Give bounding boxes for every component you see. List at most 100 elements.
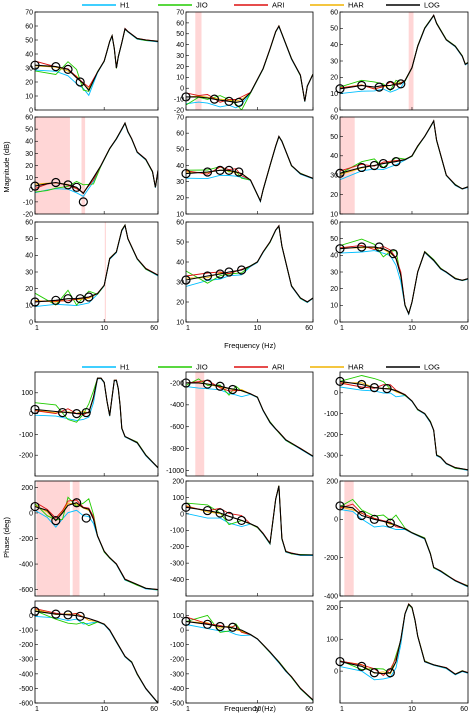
y-tick-label: 70 [176, 114, 184, 121]
series-log [35, 27, 158, 92]
y-tick-label: 0 [180, 86, 184, 93]
magnitude-panel-4: -20 -10 0 10 20 30 40 50 60 [23, 114, 159, 218]
y-tick-label: 200 [326, 605, 338, 612]
marker-2 [51, 609, 61, 619]
y-tick-label: 10 [176, 211, 184, 218]
y-tick-label: -1000 [166, 468, 184, 475]
magnitude-panel-9: 0 10 20 30 40 50 60 1 10 60 [330, 219, 469, 332]
series-har [35, 609, 158, 703]
magnitude-panel-7: 0 10 20 30 40 50 60 1 10 60 [25, 219, 159, 332]
y-tick-label: -10 [174, 97, 184, 104]
y-tick-label: 100 [172, 495, 184, 502]
y-tick-label: 40 [25, 51, 33, 58]
y-tick-label: 20 [330, 75, 338, 82]
axes-frame [185, 11, 314, 111]
axes-frame [339, 116, 469, 215]
marker-2 [51, 177, 61, 188]
series-h1 [340, 386, 468, 471]
series-log [340, 505, 468, 587]
marker-2 [357, 510, 367, 521]
y-tick-label: 20 [330, 192, 338, 199]
legend-label-log: LOG [424, 363, 440, 372]
series-h1 [340, 509, 468, 588]
legend-label-har: HAR [348, 1, 364, 10]
y-tick-label: 10 [330, 211, 338, 218]
series-log [186, 485, 313, 556]
y-tick-label: -100 [19, 628, 33, 635]
legend-1: H1 JIO ARI HAR LOG [82, 363, 440, 372]
series-log [35, 223, 158, 303]
series-har [35, 377, 158, 469]
series-log [186, 224, 313, 303]
marker-2 [202, 271, 213, 281]
y-tick-label: 100 [172, 613, 184, 620]
series-har [186, 224, 313, 303]
marker-2 [202, 505, 213, 516]
axes-frame [185, 116, 314, 215]
y-tick-label: -600 [19, 700, 33, 707]
marker-4 [385, 80, 395, 91]
x-tick-label: 60 [305, 325, 313, 332]
phase-panel-6: -400 -200 0 200 [324, 478, 469, 600]
y-tick-label: -200 [19, 642, 33, 649]
series-log [340, 380, 468, 471]
marker-4 [382, 384, 392, 394]
y-tick-label: 50 [330, 236, 338, 243]
marker-3 [224, 96, 234, 106]
y-tick-label: -100 [170, 642, 184, 649]
x-tick-label: 10 [100, 706, 108, 713]
y-tick-label: 60 [330, 219, 338, 226]
marker-4 [385, 668, 395, 678]
marker-2 [51, 295, 61, 305]
y-tick-label: 50 [176, 239, 184, 246]
series-ari [340, 244, 468, 316]
series-har [35, 224, 158, 303]
y-tick-label: 40 [330, 42, 338, 49]
legend-label-jio: JIO [196, 1, 208, 10]
series-jio [186, 485, 313, 556]
y-tick-label: 40 [25, 139, 33, 146]
y-tick-label: 0 [29, 107, 33, 114]
y-tick-label: -400 [324, 593, 338, 600]
series-log [35, 121, 158, 195]
series-log [35, 610, 158, 703]
y-tick-label: 20 [176, 195, 184, 202]
y-tick-label: 30 [330, 269, 338, 276]
marker-4 [378, 158, 388, 169]
y-tick-label: 0 [29, 510, 33, 517]
series-jio [186, 224, 313, 303]
uncertainty-band-1 [344, 481, 354, 596]
series-h1 [186, 624, 313, 702]
phase-panel-5: -400 -300 -200 -100 0 100 200 [170, 478, 314, 597]
axes-frame [34, 11, 159, 111]
y-tick-label: 0 [334, 390, 338, 397]
y-tick-label: 70 [25, 9, 33, 16]
series-log [340, 246, 468, 316]
y-tick-label: 60 [25, 114, 33, 121]
marker-5 [234, 167, 244, 177]
marker-3 [63, 64, 73, 75]
marker-4 [385, 518, 395, 528]
y-tick-label: -600 [170, 424, 184, 431]
marker-2 [202, 379, 213, 389]
series-ari [340, 603, 468, 677]
y-tick-label: 0 [29, 613, 33, 620]
y-tick-label: 0 [29, 411, 33, 418]
series-log [340, 14, 468, 90]
y-tick-label: 50 [25, 127, 33, 134]
marker-5 [236, 515, 247, 526]
marker-4 [224, 267, 234, 277]
x-tick-label: 10 [254, 706, 262, 713]
legend-label-log: LOG [424, 1, 440, 10]
marker-4 [75, 611, 85, 621]
y-tick-label: -200 [19, 536, 33, 543]
x-tick-label: 1 [186, 706, 190, 713]
y-tick-label: -500 [19, 686, 33, 693]
x-tick-label: 60 [150, 706, 158, 713]
y-tick-label: -200 [324, 432, 338, 439]
series-h1 [186, 386, 313, 458]
series-log [186, 620, 313, 701]
uncertainty-band-1 [195, 12, 202, 110]
y-tick-label: -400 [19, 561, 33, 568]
y-tick-label: 50 [25, 236, 33, 243]
